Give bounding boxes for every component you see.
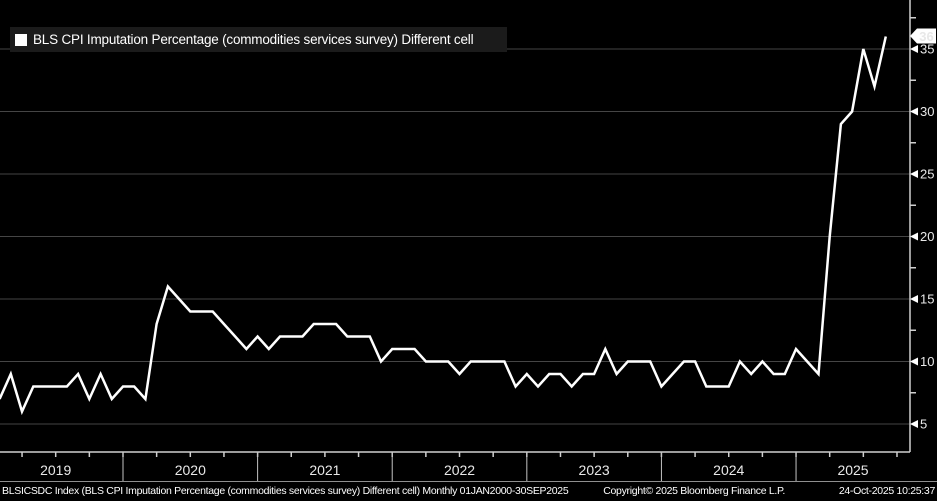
y-axis-labels: 5 10 15 20 25 30 35	[920, 42, 934, 432]
year-label: 2020	[175, 462, 206, 478]
series-line	[0, 36, 888, 416]
y-tick-label: 10	[920, 354, 934, 369]
year-label: 2023	[579, 462, 610, 478]
year-label: 2022	[444, 462, 475, 478]
last-value-text: 36	[919, 29, 933, 44]
y-tick-label: 35	[920, 42, 934, 57]
y-tick-label: 25	[920, 167, 934, 182]
series-swatch-icon	[15, 33, 27, 46]
y-axis-ticks	[910, 17, 918, 428]
year-label: 2025	[837, 462, 868, 478]
year-label: 2024	[713, 462, 744, 478]
year-label: 2019	[40, 462, 71, 478]
y-tick-label: 20	[920, 229, 934, 244]
line-chart[interactable]: 2019 2020 2021 2022 2023 2024 2025 51015202530…	[0, 0, 937, 481]
y-tick-label: 15	[920, 292, 934, 307]
y-tick-label: 5	[920, 417, 927, 432]
series-title: BLS CPI Imputation Percentage (commoditi…	[33, 32, 474, 47]
x-axis-year-labels: 2019 2020 2021 2022 2023 2024 2025	[40, 462, 869, 478]
last-value-badge: 36	[910, 28, 936, 44]
timestamp: 24-Oct-2025 10:25:37	[838, 485, 935, 497]
copyright-notice: Copyright© 2025 Bloomberg Finance L.P.	[603, 485, 785, 497]
year-separator-lines	[122, 452, 797, 481]
status-bar: BLSICSDC Index (BLS CPI Imputation Perce…	[0, 481, 937, 501]
legend-item[interactable]: BLS CPI Imputation Percentage (commoditi…	[10, 27, 507, 52]
year-label: 2021	[309, 462, 340, 478]
ticker-description: BLSICSDC Index (BLS CPI Imputation Perce…	[2, 485, 569, 497]
y-tick-label: 30	[920, 104, 934, 119]
axes	[0, 0, 911, 453]
